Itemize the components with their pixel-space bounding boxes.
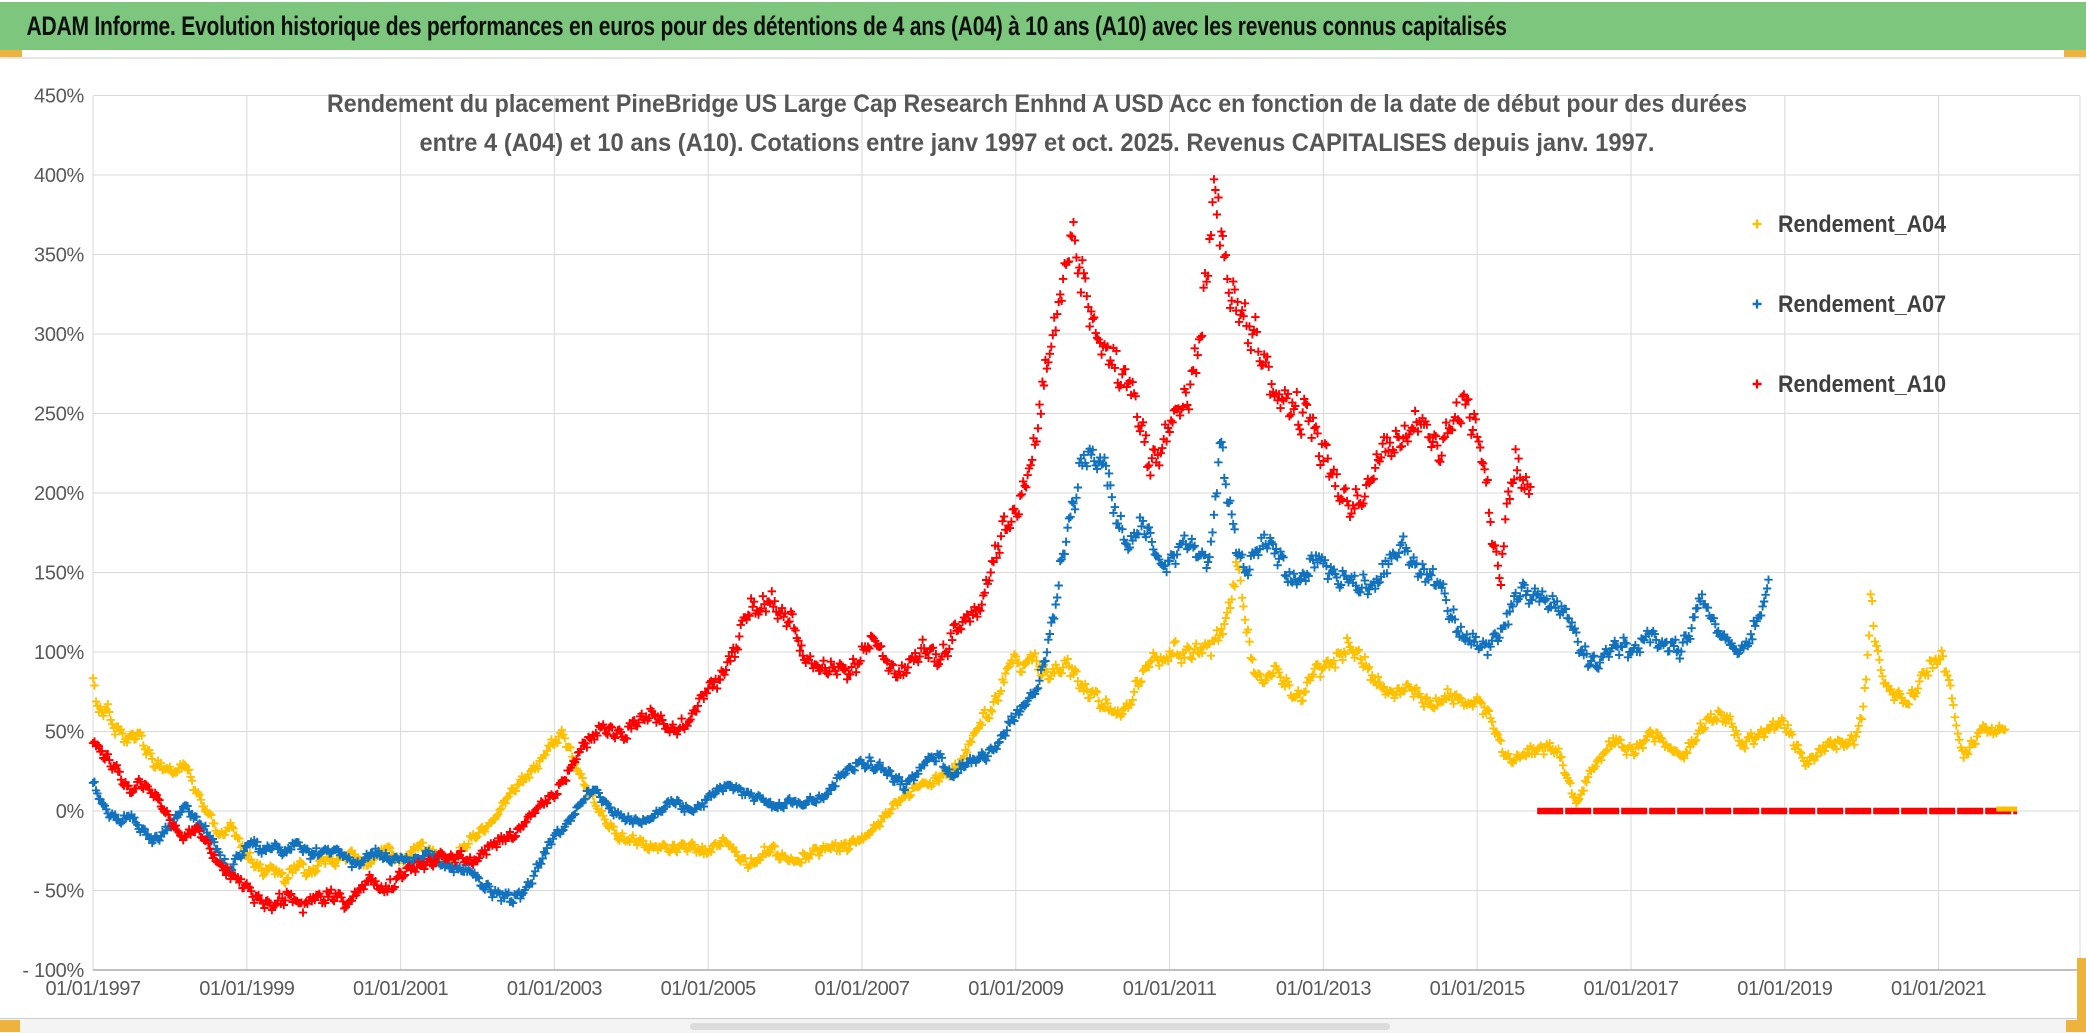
legend-marker-plus-icon bbox=[1752, 379, 1762, 389]
y-tick-label: 50% bbox=[45, 722, 85, 744]
y-tick-label: 200% bbox=[34, 483, 84, 505]
x-tick-label: 01/01/1999 bbox=[199, 978, 294, 1000]
x-tick-label: 01/01/2019 bbox=[1737, 978, 1832, 1000]
selection-handle-bottom-right bbox=[2066, 1020, 2086, 1032]
y-tick-label: 350% bbox=[34, 245, 84, 267]
x-tick-label: 01/01/2009 bbox=[968, 978, 1063, 1000]
x-tick-label: 01/01/2005 bbox=[661, 978, 756, 1000]
selection-handle-bottom-left bbox=[0, 1020, 20, 1032]
x-tick-label: 01/01/2015 bbox=[1430, 978, 1525, 1000]
header-bar: ADAM Informe. Evolution historique des p… bbox=[0, 2, 2086, 50]
x-tick-label: 01/01/2017 bbox=[1583, 978, 1678, 1000]
legend-item[interactable]: Rendement_A04 bbox=[1752, 211, 1947, 238]
legend-label: Rendement_A04 bbox=[1778, 211, 1947, 238]
x-tick-label: 01/01/2013 bbox=[1276, 978, 1371, 1000]
y-tick-label: 300% bbox=[34, 324, 84, 346]
y-tick-label: 0% bbox=[56, 801, 85, 823]
y-tick-label: 400% bbox=[34, 165, 84, 187]
series-rendement-a04[interactable] bbox=[88, 557, 2010, 888]
x-tick-label: 01/01/2003 bbox=[507, 978, 602, 1000]
legend-label: Rendement_A07 bbox=[1778, 291, 1946, 318]
selection-handle-top-right bbox=[2064, 50, 2086, 57]
selection-handle-top-left bbox=[0, 50, 22, 57]
x-tick-label: 01/01/2001 bbox=[353, 978, 448, 1000]
x-axis-labels: 01/01/1997 01/01/1999 01/01/2001 01/01/2003… bbox=[45, 978, 1987, 1000]
page-title: ADAM Informe. Evolution historique des p… bbox=[26, 10, 1507, 41]
chart-title: Rendement du placement PineBridge US Lar… bbox=[327, 90, 1747, 157]
x-tick-label: 01/01/2007 bbox=[814, 978, 909, 1000]
gridlines bbox=[92, 95, 2081, 971]
y-tick-label: - 50% bbox=[33, 881, 84, 903]
legend-marker-plus-icon bbox=[1752, 299, 1762, 309]
y-tick-label: 250% bbox=[34, 404, 84, 426]
x-tick-label: 01/01/2011 bbox=[1123, 978, 1217, 1000]
series-rendement-a10[interactable] bbox=[88, 175, 1535, 917]
legend-label: Rendement_A10 bbox=[1778, 371, 1946, 398]
series-rendement-a07[interactable] bbox=[88, 437, 1773, 908]
selection-handle-right bbox=[2077, 958, 2086, 1032]
chart-title-line: entre 4 (A04) et 10 ans (A10). Cotations… bbox=[420, 129, 1655, 157]
chart-title-line: Rendement du placement PineBridge US Lar… bbox=[327, 90, 1747, 118]
y-tick-label: - 100% bbox=[22, 960, 84, 982]
y-tick-label: 100% bbox=[34, 642, 84, 664]
legend: Rendement_A04 Rendement_A07 Rendement_A10 bbox=[1752, 211, 1947, 398]
bottom-bar bbox=[0, 1018, 2086, 1033]
y-tick-label: 150% bbox=[34, 563, 84, 585]
y-tick-label: 450% bbox=[34, 86, 84, 108]
legend-item[interactable]: Rendement_A10 bbox=[1752, 371, 1946, 398]
x-tick-label: 01/01/1997 bbox=[45, 978, 140, 1000]
x-tick-label: 01/01/2021 bbox=[1891, 978, 1986, 1000]
legend-item[interactable]: Rendement_A07 bbox=[1752, 291, 1946, 318]
header-divider bbox=[0, 57, 2086, 59]
y-axis-labels: 450% 400% 350% 300% 250% 200% 150% 100% 50% 0% - 5… bbox=[22, 86, 84, 983]
legend-marker-plus-icon bbox=[1752, 219, 1762, 229]
horizontal-scrollbar-thumb[interactable] bbox=[690, 1023, 1390, 1030]
